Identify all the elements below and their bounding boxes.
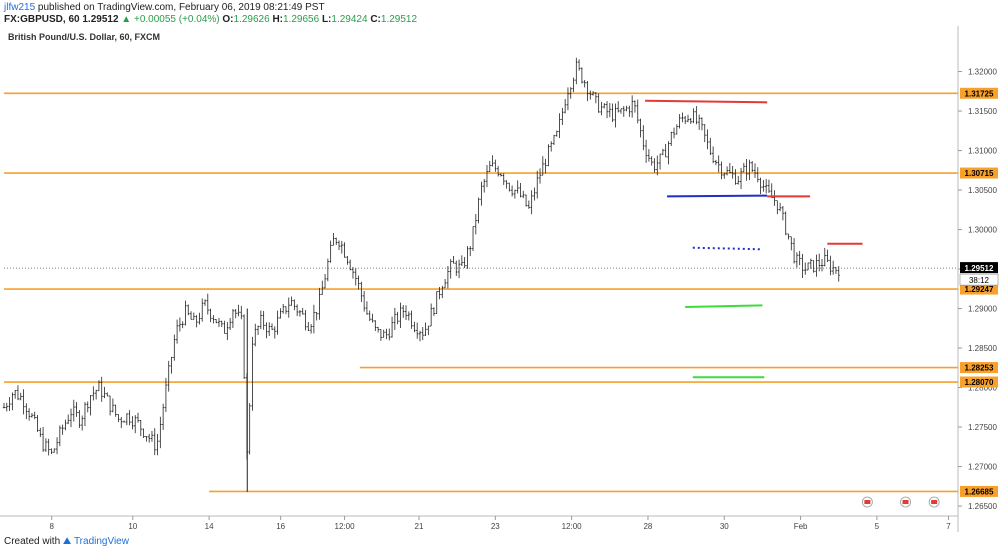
level-label-bg-1 <box>960 167 998 179</box>
flag-icon <box>864 500 871 504</box>
current-price-label: 1.29512 <box>965 264 994 273</box>
x-tick-label-11: 5 <box>875 522 880 531</box>
open-value: 1.29626 <box>233 14 270 25</box>
level-label-bg-5 <box>960 485 998 497</box>
symbol-quote-line: FX:GBPUSD, 60 1.29512 ▲ +0.00055 (+0.04%… <box>4 14 417 25</box>
y-tick-label-3: 1.30500 <box>968 186 997 195</box>
level-label-3: 1.28253 <box>965 364 994 373</box>
up-arrow-icon: ▲ <box>121 14 132 25</box>
x-tick-label-2: 14 <box>205 522 214 531</box>
x-tick-label-1: 10 <box>128 522 137 531</box>
x-tick-label-10: Feb <box>794 522 808 531</box>
y-tick-label-7: 1.28500 <box>968 344 997 353</box>
tradingview-logo-icon: ⛰ <box>62 536 72 547</box>
y-tick-label-4: 1.30000 <box>968 226 997 235</box>
level-label-bg-0 <box>960 87 998 99</box>
tradingview-brand[interactable]: TradingView <box>73 536 129 547</box>
price-chart[interactable]: British Pound/U.S. Dollar, 60, FXCM 1.320… <box>0 26 1000 532</box>
x-tick-label-4: 12:00 <box>335 522 356 531</box>
x-tick-label-7: 12:00 <box>562 522 583 531</box>
created-with-text: Created with <box>4 536 61 547</box>
x-tick-label-12: 7 <box>946 522 951 531</box>
x-tick-label-6: 23 <box>491 522 500 531</box>
low-label: L: <box>321 14 332 25</box>
flag-icon <box>902 500 909 504</box>
x-tick-label-8: 28 <box>643 522 652 531</box>
level-label-bg-2 <box>960 283 998 295</box>
annotation-blue-dotted-3 <box>692 246 763 251</box>
chart-title: British Pound/U.S. Dollar, 60, FXCM <box>8 32 160 42</box>
price-change: +0.00055 (+0.04%) <box>133 14 220 25</box>
level-label-0: 1.31725 <box>965 89 994 98</box>
open-label: O: <box>222 14 234 25</box>
level-label-bg-4 <box>960 376 998 388</box>
y-tick-label-8: 1.28000 <box>968 384 997 393</box>
symbol-label: FX:GBPUSD, 60 <box>4 14 80 25</box>
x-tick-label-0: 8 <box>49 522 54 531</box>
countdown-label-bg <box>959 273 999 286</box>
x-tick-label-5: 21 <box>415 522 424 531</box>
last-price: 1.29512 <box>82 14 119 25</box>
y-tick-label-11: 1.26500 <box>968 502 997 511</box>
x-tick-label-9: 30 <box>720 522 729 531</box>
publisher-username[interactable]: jlfw215 <box>4 2 36 13</box>
candle-series <box>2 57 840 492</box>
level-label-4: 1.28070 <box>965 378 994 387</box>
level-label-5: 1.26685 <box>965 487 994 496</box>
high-value: 1.29656 <box>283 14 320 25</box>
annotation-blue-line-1 <box>667 194 768 198</box>
y-tick-label-6: 1.29000 <box>968 305 997 314</box>
level-label-1: 1.30715 <box>965 169 994 178</box>
published-text: published on TradingView.com, February 0… <box>37 2 325 13</box>
y-tick-label-9: 1.27500 <box>968 423 997 432</box>
annotation-red-line-0 <box>645 99 768 104</box>
publish-info: jlfw215 published on TradingView.com, Fe… <box>4 2 325 13</box>
low-value: 1.29424 <box>331 14 368 25</box>
close-label: C: <box>370 14 381 25</box>
y-tick-label-1: 1.31500 <box>968 107 997 116</box>
current-price-label-bg <box>960 262 998 274</box>
footer: Created with ⛰ TradingView <box>4 536 129 547</box>
y-tick-label-10: 1.27000 <box>968 463 997 472</box>
countdown-label: 38:12 <box>969 276 990 285</box>
y-tick-label-2: 1.31000 <box>968 147 997 156</box>
close-value: 1.29512 <box>380 14 418 25</box>
high-label: H: <box>272 14 283 25</box>
level-label-bg-3 <box>960 362 998 374</box>
level-label-2: 1.29247 <box>965 285 994 294</box>
x-tick-label-3: 16 <box>276 522 285 531</box>
y-tick-label-0: 1.32000 <box>968 68 997 77</box>
flag-icon <box>931 500 938 504</box>
annotation-green-line-5 <box>685 304 763 308</box>
